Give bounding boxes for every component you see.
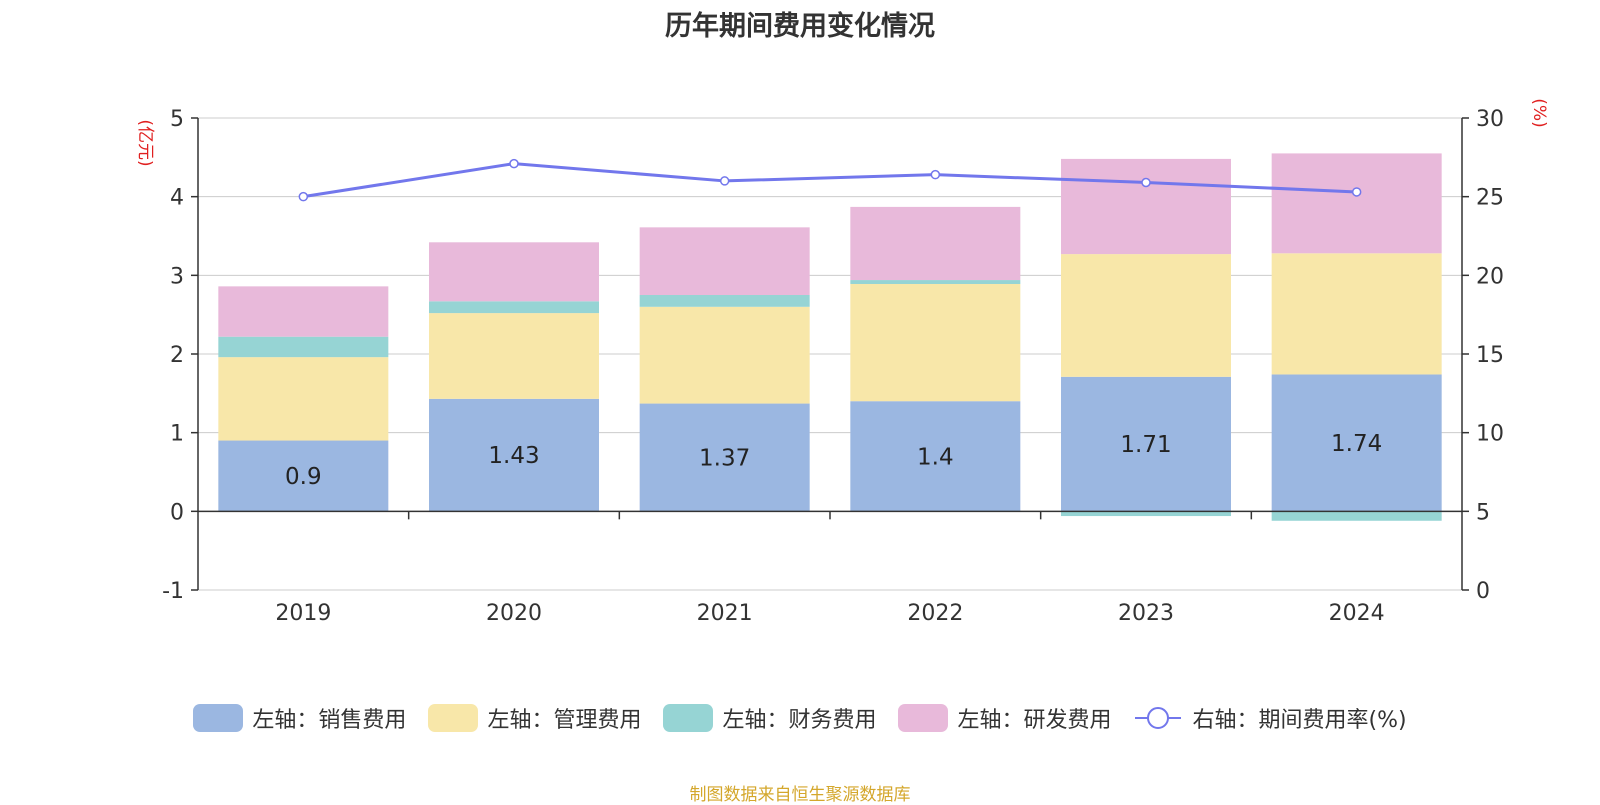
bar-data-label: 1.43 — [488, 443, 539, 469]
bar-segment-3-2021 — [639, 227, 810, 295]
bar-segment-0-2021 — [639, 403, 810, 512]
legend-line-marker-icon — [1135, 707, 1182, 729]
legend-label-ratio: 右轴：期间费用率(%) — [1192, 708, 1407, 733]
right-tick-label: 25 — [1476, 186, 1504, 211]
bar-segment-0-2022 — [850, 401, 1021, 512]
ratio-point-2021 — [719, 176, 730, 186]
bar-segment-1-2021 — [639, 306, 810, 404]
grid-layer — [198, 117, 1462, 591]
bar-data-label: 1.74 — [1331, 431, 1382, 457]
ratio-point-2019 — [298, 191, 309, 202]
right-tick-label: 0 — [1476, 579, 1490, 604]
legend-label-sales: 左轴：销售费用 — [252, 708, 407, 733]
right-tick-label: 5 — [1476, 500, 1490, 525]
bar-segment-1-2023 — [1061, 254, 1231, 377]
legend: 左轴：销售费用 左轴：管理费用 左轴：财务费用 左轴：研发费用 右轴：期间费用率… — [0, 702, 1600, 734]
legend-label-admin: 左轴：管理费用 — [487, 708, 642, 733]
chart-canvas: -1 0 1 2 3 4 5 0 5 10 15 20 25 30 (亿元) (%) 2019 2020 2021 2… — [135, 98, 1549, 626]
bar-data-label: 1.4 — [917, 444, 954, 470]
bar-segment-2-2023 — [1061, 511, 1231, 517]
ratio-line — [303, 162, 1357, 199]
legend-swatch-admin — [428, 704, 479, 732]
axis-layer: -1 0 1 2 3 4 5 0 5 10 15 20 25 30 (亿元) (%) 2019 2020 2021 2… — [135, 98, 1549, 626]
line-layer — [298, 158, 1362, 202]
bar-segment-1-2019 — [218, 357, 389, 441]
bar-segment-2-2021 — [639, 295, 810, 307]
source-note: 制图数据来自恒生聚源数据库 — [689, 785, 911, 805]
ratio-point-2022 — [930, 169, 941, 180]
ratio-point-2024 — [1351, 187, 1362, 197]
bar-segment-0-2020 — [429, 398, 599, 512]
right-tick-label: 20 — [1476, 264, 1504, 289]
bar-segment-2-2024 — [1271, 511, 1442, 521]
chart-title: 历年期间费用变化情况 — [665, 11, 935, 42]
bar-segment-1-2022 — [850, 283, 1021, 402]
left-tick-label: 3 — [170, 264, 184, 289]
bar-data-label: 1.37 — [699, 445, 750, 471]
left-tick-label: 5 — [170, 107, 184, 132]
bar-segment-0-2019 — [218, 440, 389, 512]
bar-segment-3-2024 — [1271, 153, 1442, 254]
left-tick-label: -1 — [162, 579, 184, 604]
right-tick-label: 30 — [1476, 107, 1504, 132]
left-tick-label: 1 — [170, 422, 184, 447]
bar-segment-0-2024 — [1271, 374, 1442, 512]
ratio-point-2023 — [1141, 177, 1151, 188]
left-axis-unit: (亿元) — [135, 119, 155, 166]
right-tick-label: 10 — [1476, 422, 1504, 447]
legend-item-admin[interactable]: 左轴：管理费用 — [428, 702, 641, 734]
x-tick-label: 2022 — [907, 601, 963, 626]
bar-layer — [218, 153, 1442, 521]
bar-segment-2-2022 — [850, 280, 1021, 284]
legend-swatch-sales — [193, 704, 244, 732]
left-tick-label: 4 — [170, 186, 184, 211]
x-tick-label: 2024 — [1329, 601, 1385, 626]
right-axis-unit: (%) — [1529, 98, 1549, 127]
x-tick-label: 2021 — [697, 601, 753, 626]
label-layer: 0.9 1.43 1.37 1.4 1.71 1.74 — [285, 431, 1382, 490]
bar-segment-3-2022 — [850, 206, 1021, 281]
legend-swatch-rnd — [898, 704, 949, 732]
x-tick-label: 2023 — [1118, 601, 1174, 626]
legend-label-finance: 左轴：财务费用 — [722, 708, 877, 733]
bar-segment-1-2020 — [429, 313, 599, 399]
left-tick-label: 0 — [170, 500, 184, 525]
legend-item-rnd[interactable]: 左轴：研发费用 — [898, 702, 1111, 734]
bar-segment-1-2024 — [1271, 253, 1442, 375]
bar-segment-2-2019 — [218, 336, 389, 358]
left-tick-label: 2 — [170, 343, 184, 368]
bar-data-label: 0.9 — [285, 464, 322, 490]
bar-segment-3-2023 — [1061, 158, 1231, 255]
x-tick-label: 2020 — [486, 601, 542, 626]
legend-item-finance[interactable]: 左轴：财务费用 — [663, 702, 876, 734]
right-tick-label: 15 — [1476, 343, 1504, 368]
legend-item-ratio[interactable]: 右轴：期间费用率(%) — [1133, 702, 1407, 734]
bar-segment-2-2020 — [429, 301, 599, 314]
x-tick-label: 2019 — [275, 601, 331, 626]
bar-segment-0-2023 — [1061, 376, 1231, 512]
legend-swatch-finance — [663, 704, 714, 732]
legend-label-rnd: 左轴：研发费用 — [957, 708, 1112, 733]
ratio-point-2020 — [509, 158, 519, 169]
bar-segment-3-2019 — [218, 286, 389, 337]
bar-data-label: 1.71 — [1120, 432, 1171, 458]
bar-segment-3-2020 — [429, 242, 599, 302]
legend-item-sales[interactable]: 左轴：销售费用 — [193, 702, 406, 734]
